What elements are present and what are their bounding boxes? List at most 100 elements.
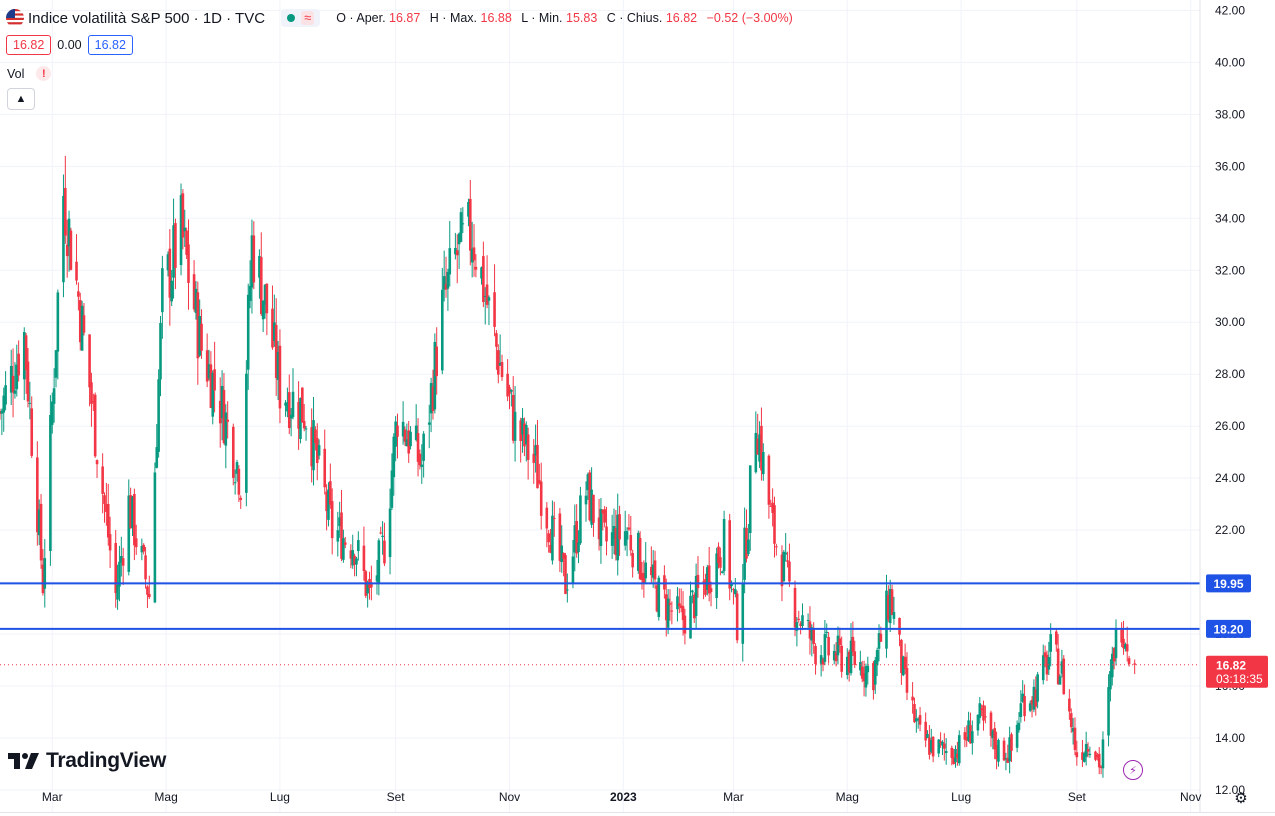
candle-body <box>1094 751 1097 760</box>
candle-body <box>470 248 474 263</box>
candle-body <box>315 438 319 464</box>
price-tick-label: 12.00 <box>1215 783 1245 797</box>
candle-up <box>304 425 308 441</box>
candle-up <box>916 717 920 729</box>
candle-body <box>918 715 922 725</box>
candle-body <box>819 655 823 664</box>
candle-body <box>286 402 289 412</box>
candle-body <box>482 256 485 303</box>
candle-body <box>1127 658 1131 665</box>
candle-down <box>1034 676 1038 716</box>
candle-body <box>52 388 56 404</box>
candle-up <box>233 469 237 495</box>
candle-body <box>200 323 203 351</box>
tradingview-logo[interactable]: TradingView <box>8 749 166 773</box>
candle-up <box>498 334 502 366</box>
candle-down <box>1006 744 1010 763</box>
candle-body <box>571 556 575 584</box>
candle-down <box>24 332 28 394</box>
candle-down <box>788 543 791 587</box>
ask-box[interactable]: 16.82 <box>87 35 133 55</box>
chevron-up-icon: ▲ <box>15 93 27 105</box>
price-tick-label: 30.00 <box>1215 315 1245 329</box>
candle-up <box>926 730 929 739</box>
candle-up <box>991 729 995 750</box>
candle-body <box>1023 695 1026 717</box>
candle-down <box>349 544 353 569</box>
candle-body <box>866 665 870 673</box>
candle-body <box>676 596 679 610</box>
bid-box[interactable]: 16.82 <box>6 35 52 55</box>
candle-body <box>887 594 890 620</box>
candle-body <box>114 542 118 594</box>
candle-body <box>49 414 52 552</box>
candle-down <box>812 622 815 654</box>
candle-body <box>403 429 407 442</box>
lightning-icon[interactable]: ⚡ <box>1123 760 1143 780</box>
candle-down <box>588 469 592 522</box>
gear-icon[interactable]: ⚙ <box>1234 790 1248 807</box>
candle-body <box>485 284 489 305</box>
candle-body <box>1068 698 1071 712</box>
candle-down <box>732 587 735 605</box>
candle-body <box>259 257 263 315</box>
candle-up <box>782 549 786 582</box>
candle-down <box>1097 747 1101 775</box>
vol-label[interactable]: Vol <box>7 66 25 81</box>
candle-body <box>226 419 229 422</box>
candle-body <box>1034 689 1038 707</box>
candle-down <box>1056 634 1060 685</box>
candle-up <box>1114 619 1118 666</box>
candle-down <box>931 736 935 763</box>
candle-down <box>379 526 383 535</box>
candle-down <box>980 704 983 717</box>
candle-down <box>101 453 104 514</box>
candle-body <box>207 364 211 379</box>
candle-body <box>653 560 657 580</box>
candle-body <box>11 375 15 393</box>
candle-down <box>482 241 485 308</box>
candle-body <box>937 739 941 754</box>
collapse-legend-button[interactable]: ▲ <box>7 88 35 110</box>
candle-body <box>741 583 745 644</box>
candle-down <box>769 499 773 507</box>
candle-body <box>26 361 30 402</box>
candle-body <box>233 482 237 484</box>
price-tick-label: 42.00 <box>1215 3 1245 17</box>
candle-body <box>263 284 267 305</box>
change-value: −0.52 (−3.00%) <box>706 11 793 25</box>
candle-down <box>17 340 20 382</box>
price-tick-label: 22.00 <box>1215 523 1245 537</box>
candle-down <box>1112 647 1116 670</box>
candle-body <box>461 223 465 225</box>
candle-body <box>1086 749 1090 752</box>
candle-down <box>416 418 420 477</box>
candle-up <box>1124 642 1127 652</box>
candle-body <box>775 546 778 548</box>
candle-up <box>235 459 239 482</box>
candle-down <box>670 601 674 625</box>
candle-body <box>366 584 369 594</box>
candle-up <box>957 730 961 766</box>
candle-body <box>943 743 946 749</box>
candle-down <box>756 413 759 455</box>
candle-body <box>732 589 735 591</box>
time-axis[interactable]: Mar Mag Lug Set Nov 2023 Mar Mag Lug Set Nov <box>42 790 1201 804</box>
candle-up <box>289 408 293 437</box>
candle-up <box>978 697 982 724</box>
market-status-pill[interactable]: ≈ <box>281 9 321 27</box>
candle-body <box>668 603 672 605</box>
candle-body <box>788 561 791 582</box>
candle-down <box>821 657 825 672</box>
candle-up <box>54 349 58 388</box>
horizontal-line-label: 19.95 <box>1213 577 1243 591</box>
candle-body <box>728 520 732 589</box>
candle-body <box>586 474 590 491</box>
warning-icon[interactable]: ! <box>36 66 52 81</box>
candle-up <box>1049 623 1052 667</box>
candle-down <box>692 592 696 623</box>
symbol-title[interactable]: Indice volatilità S&P 500 · 1D · TVC <box>28 9 266 27</box>
candle-body <box>597 517 601 540</box>
candle-body <box>196 292 200 359</box>
